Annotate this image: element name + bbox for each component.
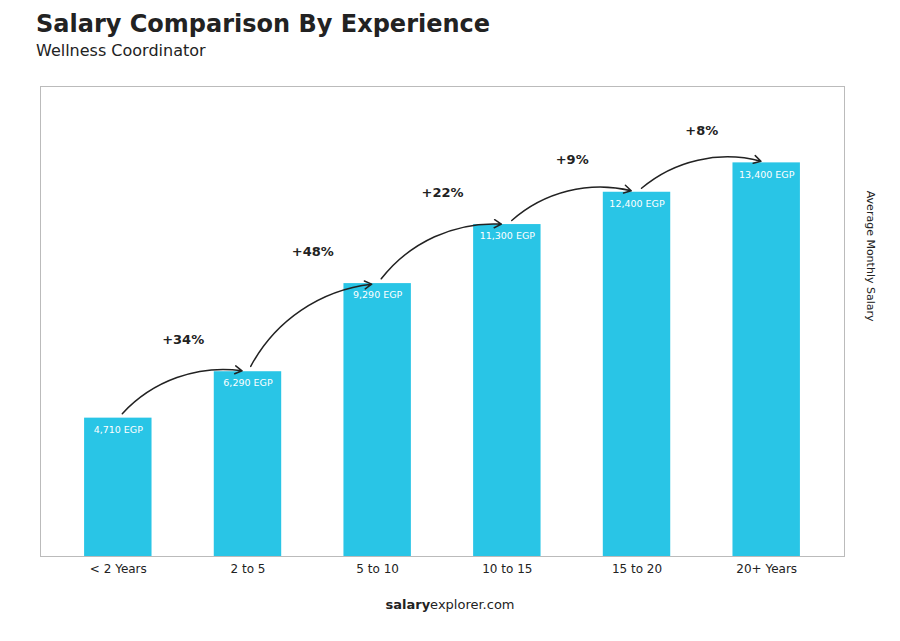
svg-text:+34%: +34% bbox=[162, 331, 204, 346]
svg-text:5 to 10: 5 to 10 bbox=[356, 562, 399, 576]
svg-text:6,290 EGP: 6,290 EGP bbox=[223, 377, 273, 388]
svg-text:11,300 EGP: 11,300 EGP bbox=[480, 230, 536, 241]
svg-text:20+ Years: 20+ Years bbox=[736, 562, 797, 576]
svg-text:< 2 Years: < 2 Years bbox=[90, 562, 147, 576]
svg-text:2 to 5: 2 to 5 bbox=[231, 562, 266, 576]
svg-text:15 to 20: 15 to 20 bbox=[612, 562, 662, 576]
html-text:Salary Comparison By Experienc: Salary Comparison By Experience bbox=[36, 10, 491, 38]
svg-text:4,710 EGP: 4,710 EGP bbox=[94, 423, 144, 434]
svg-text:13,400 EGP: 13,400 EGP bbox=[739, 168, 795, 179]
html-text:salary explorer.com: salary explorer.com bbox=[385, 596, 515, 612]
svg-text:12,400 EGP: 12,400 EGP bbox=[609, 198, 665, 209]
svg-text:+48%: +48% bbox=[292, 243, 334, 258]
html-text:Wellness Coordinator: Wellness Coordinator bbox=[36, 40, 206, 60]
svg-text:+9%: +9% bbox=[556, 152, 589, 167]
svg-text:10 to 15: 10 to 15 bbox=[482, 562, 532, 576]
svg-text:+22%: +22% bbox=[421, 184, 463, 199]
svg-text:Average Monthly Salary: Average Monthly Salary bbox=[864, 190, 877, 321]
svg-text:9,290 EGP: 9,290 EGP bbox=[353, 289, 403, 300]
svg-text:+8%: +8% bbox=[685, 122, 718, 137]
